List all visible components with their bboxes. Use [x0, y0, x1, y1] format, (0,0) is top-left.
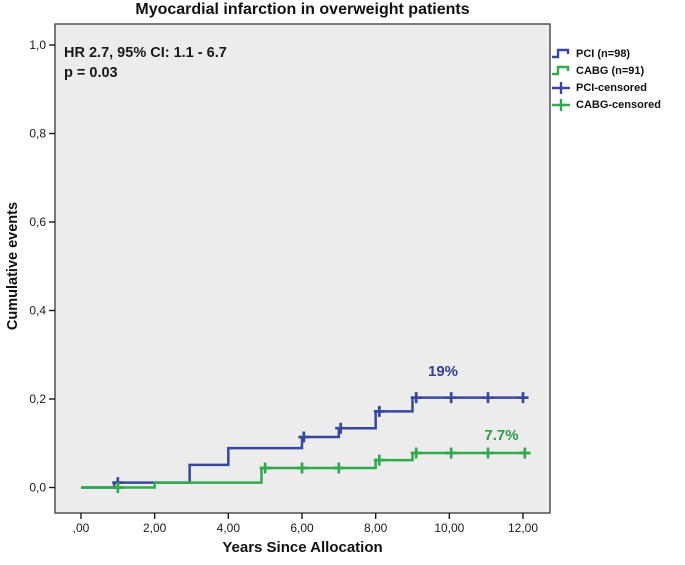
- hazard-ratio-text: HR 2.7, 95% CI: 1.1 - 6.7: [64, 45, 227, 61]
- plus-icon: [552, 82, 570, 94]
- cabg-censor-mark: [373, 454, 385, 466]
- cabg-final-percent-label: 7.7%: [484, 427, 519, 444]
- chart-title: Myocardial infarction in overweight pati…: [135, 1, 470, 18]
- pci-curve: [81, 396, 529, 489]
- plus-icon: [552, 99, 570, 111]
- pci-censor-mark: [482, 392, 494, 404]
- cabg-censor-mark: [410, 447, 422, 459]
- cabg-censor-mark: [482, 447, 494, 459]
- y-tick-label: 1,0: [29, 38, 46, 52]
- legend-label: PCI (n=98): [576, 47, 631, 60]
- x-tick-label: 6,00: [290, 521, 314, 535]
- pci-censor-mark: [335, 422, 347, 434]
- x-tick-label: 2,00: [143, 521, 167, 535]
- x-tick-label: 10,00: [434, 521, 464, 535]
- cabg-curve: [81, 451, 531, 489]
- step-line-icon: [552, 48, 570, 59]
- y-tick-label: 0,6: [29, 215, 46, 229]
- plot-background: [54, 23, 551, 514]
- cabg-censor-mark: [445, 447, 457, 459]
- cabg-censor-mark: [259, 462, 271, 474]
- legend-item-pci: PCI (n=98): [551, 45, 685, 62]
- legend-label: CABG-censored: [576, 98, 661, 111]
- cabg-censor-mark: [112, 482, 124, 493]
- legend-item-cabg: CABG (n=91): [551, 62, 685, 79]
- stats-annotation: HR 2.7, 95% CI: 1.1 - 6.7 p = 0.03: [64, 43, 227, 83]
- pci-final-percent-label: 19%: [427, 363, 459, 380]
- y-axis-title: Cumulative events: [5, 201, 21, 331]
- pci-censor-mark: [373, 405, 385, 417]
- y-tick-label: 0,8: [29, 127, 46, 141]
- pci-censor-mark: [517, 392, 529, 404]
- step-line-icon: [552, 65, 570, 76]
- x-tick-label: ,00: [73, 521, 90, 535]
- pci-censor-mark: [445, 392, 457, 404]
- cabg-censor-mark: [519, 447, 531, 459]
- y-tick-label: 0,0: [29, 481, 46, 495]
- legend: PCI (n=98) CABG (n=91) PCI-censored CABG…: [551, 45, 685, 113]
- legend-item-pci-censored: PCI-censored: [551, 79, 685, 96]
- x-tick-label: 4,00: [217, 521, 241, 535]
- cabg-censor-mark: [296, 462, 308, 474]
- pci-censor-mark: [410, 392, 422, 404]
- legend-item-cabg-censored: CABG-censored: [551, 96, 685, 113]
- p-value-text: p = 0.03: [64, 65, 118, 81]
- legend-label: CABG (n=91): [576, 64, 645, 77]
- cabg-censor-mark: [333, 462, 345, 474]
- pci-censor-mark: [298, 431, 310, 443]
- x-axis-title: Years Since Allocation: [222, 539, 383, 556]
- y-tick-label: 0,4: [29, 304, 46, 318]
- x-tick-label: 8,00: [364, 521, 388, 535]
- y-tick-label: 0,2: [29, 392, 46, 406]
- x-tick-label: 12,00: [508, 521, 538, 535]
- legend-label: PCI-censored: [576, 81, 647, 94]
